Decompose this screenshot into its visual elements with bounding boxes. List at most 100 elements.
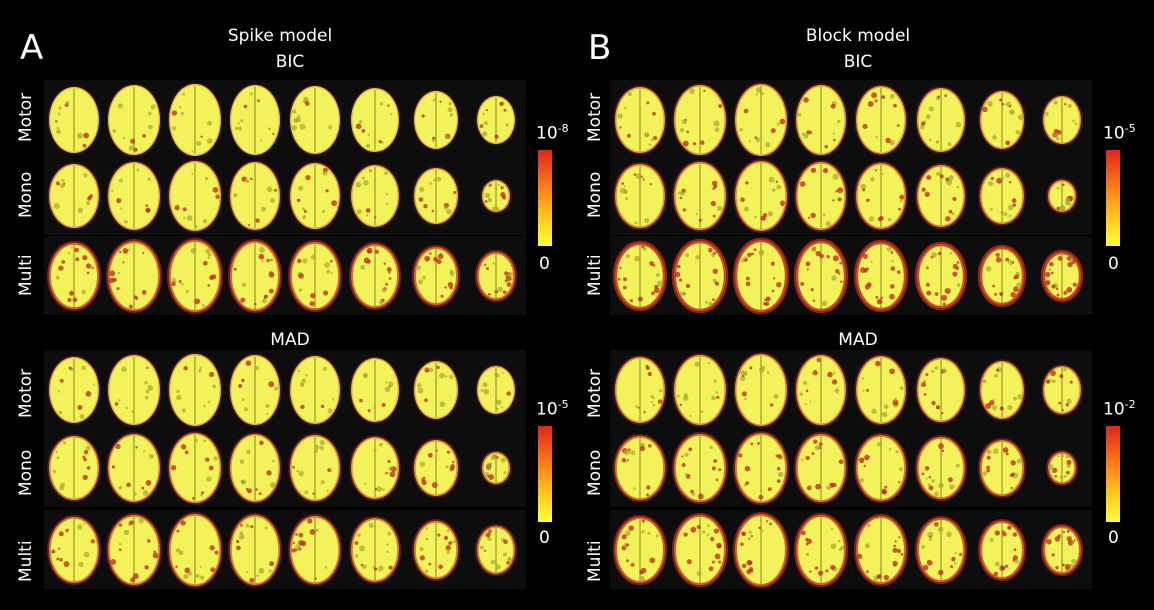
- brain-slice-image: [47, 162, 101, 230]
- panel-a-bic-heading: BIC: [275, 52, 305, 72]
- brain-slice-image: [288, 354, 342, 426]
- row-label-a-mad-mono: Mono: [16, 449, 36, 496]
- brain-slice-image: [978, 89, 1026, 151]
- brain-slice-image: [1040, 249, 1084, 303]
- brain-slice-image: [854, 433, 909, 503]
- brain-slice-image: [167, 159, 223, 233]
- scale-a-bic-min: 0: [539, 254, 550, 274]
- brain-slice-image: [613, 434, 668, 502]
- brain-slice-image: [228, 432, 282, 504]
- row-label-a-mad-motor: Motor: [16, 368, 36, 418]
- brain-slice-image: [106, 513, 163, 587]
- brain-slice-image: [349, 516, 402, 584]
- brain-slice-image: [166, 512, 223, 588]
- brain-slice-image: [474, 250, 517, 302]
- brain-slice-image: [480, 450, 512, 486]
- scale-a-bic-bar: [538, 150, 552, 246]
- brain-slice-image: [672, 238, 729, 314]
- brain-slice-image: [732, 511, 789, 589]
- panel-a-mad-heading: MAD: [270, 330, 310, 350]
- brain-slice-image: [106, 239, 163, 313]
- scale-a-mad-max: 10-5: [536, 398, 569, 420]
- brain-slice-image: [1045, 450, 1078, 486]
- brain-slice-image: [47, 241, 102, 311]
- brain-slice-image: [288, 433, 342, 503]
- brain-slice-image: [1040, 523, 1083, 577]
- brain-slice-image: [794, 160, 848, 232]
- brain-slice-image: [288, 161, 342, 231]
- brain-slice-image: [732, 352, 789, 428]
- brain-slice-image: [672, 160, 729, 232]
- brain-slice-image: [412, 359, 460, 421]
- scale-b-bic-min: 0: [1108, 254, 1119, 274]
- row-label-b-mad-motor: Motor: [585, 368, 605, 418]
- scale-a-mad-min: 0: [539, 528, 550, 548]
- row-label-b-mad-multi: Multi: [585, 540, 605, 582]
- brain-slice-image: [475, 524, 517, 576]
- brain-slice-image: [1041, 364, 1083, 416]
- brain-slice-image: [915, 435, 968, 501]
- scale-a-mad-bar: [538, 426, 552, 522]
- brain-slice-image: [613, 514, 668, 586]
- brain-slice-image: [107, 83, 162, 157]
- brain-slice-image: [349, 356, 401, 424]
- brain-slice-image: [915, 241, 968, 311]
- brain-slice-image: [854, 513, 909, 587]
- brain-slice-image: [672, 83, 728, 157]
- panel-b-title: Block model: [805, 26, 911, 46]
- brain-slice-image: [228, 83, 282, 157]
- row-label-b-bic-mono: Mono: [585, 171, 605, 218]
- brain-slice-image: [793, 512, 848, 588]
- brain-slice-image: [977, 438, 1026, 498]
- brain-slice-image: [977, 244, 1026, 308]
- brain-slice-image: [613, 85, 667, 155]
- brain-slice-image: [854, 161, 908, 231]
- brain-slice-image: [106, 432, 163, 504]
- brain-slice-image: [732, 237, 789, 315]
- brain-slice-image: [411, 519, 460, 581]
- row-label-a-bic-motor: Motor: [16, 92, 36, 142]
- brain-slice-image: [794, 83, 848, 157]
- brain-slice-image: [794, 353, 848, 427]
- brain-slice-image: [612, 240, 668, 312]
- brain-slice-image: [47, 434, 101, 502]
- brain-slice-image: [228, 513, 282, 587]
- brain-slice-image: [733, 82, 789, 158]
- brain-slice-image: [350, 86, 401, 154]
- brain-slice-image: [915, 356, 968, 424]
- row-label-b-bic-motor: Motor: [585, 92, 605, 142]
- brain-slice-image: [915, 163, 968, 229]
- brain-slice-image: [672, 512, 729, 588]
- brain-slice-image: [288, 84, 342, 156]
- scale-b-mad-bar: [1106, 426, 1120, 522]
- panel-b-bic-heading: BIC: [843, 52, 873, 72]
- brain-slice-image: [854, 84, 908, 156]
- brain-slice-image: [793, 238, 849, 314]
- brain-slice-image: [228, 160, 282, 232]
- brain-slice-image: [288, 514, 342, 586]
- brain-slice-image: [793, 432, 848, 504]
- brain-slice-image: [166, 431, 223, 505]
- brain-slice-image: [613, 355, 667, 425]
- row-label-a-bic-multi: Multi: [16, 254, 36, 296]
- brain-slice-image: [47, 85, 101, 155]
- brain-slice-image: [167, 82, 222, 158]
- brain-slice-image: [349, 242, 402, 310]
- brain-slice-image: [349, 163, 401, 229]
- brain-slice-image: [853, 239, 909, 313]
- brain-slice-image: [672, 353, 729, 427]
- row-label-a-bic-mono: Mono: [16, 171, 36, 218]
- brain-slice-image: [480, 178, 512, 214]
- brain-slice-image: [977, 359, 1026, 421]
- brain-slice-image: [411, 438, 460, 498]
- panel-b-mad-heading: MAD: [838, 330, 878, 350]
- brain-slice-image: [288, 240, 343, 312]
- row-label-b-bic-multi: Multi: [585, 254, 605, 296]
- scale-a-bic-max: 10-8: [536, 122, 569, 144]
- brain-slice-image: [1041, 94, 1083, 146]
- row-label-a-mad-multi: Multi: [16, 540, 36, 582]
- brain-slice-image: [854, 354, 908, 426]
- panel-letter-b: B: [588, 28, 612, 68]
- brain-slice-image: [672, 432, 729, 504]
- row-label-b-mad-mono: Mono: [585, 449, 605, 496]
